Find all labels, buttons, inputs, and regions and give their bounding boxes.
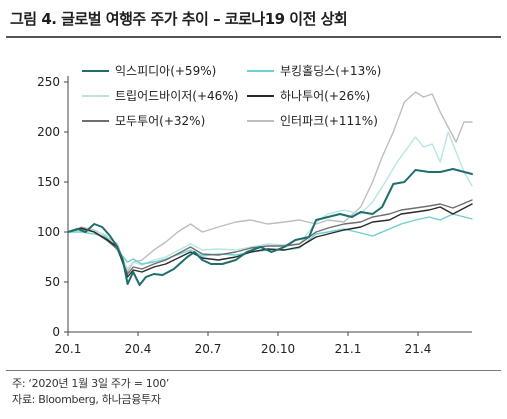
chart-area: 0 50 100 150 200 250 20.1 20.4 20.7 20.10 21.1 21.4… bbox=[0, 40, 507, 370]
y-tick-label: 200 bbox=[37, 125, 60, 139]
title-divider bbox=[6, 36, 501, 38]
y-tick-label: 250 bbox=[37, 75, 60, 89]
series-line-4 bbox=[67, 203, 473, 278]
x-tick-label: 21.1 bbox=[335, 342, 362, 356]
line-chart: 0 50 100 150 200 250 20.1 20.4 20.7 20.10 21.1 21.4… bbox=[37, 64, 473, 356]
y-tick-label: 150 bbox=[37, 175, 60, 189]
x-tick-label: 21.4 bbox=[405, 342, 432, 356]
legend: 익스피디아(+59%) 부킹홀딩스(+13%) 트립어드바이저(+46%) 하나투어(… bbox=[82, 64, 381, 128]
series-line-2 bbox=[67, 213, 473, 265]
legend-label: 인터파크(+111%) bbox=[280, 114, 378, 128]
axes: 0 50 100 150 200 250 20.1 20.4 20.7 20.10 21.1 21.4 bbox=[37, 75, 472, 356]
x-tick-label: 20.7 bbox=[195, 342, 222, 356]
legend-label: 하나투어(+26%) bbox=[280, 89, 370, 103]
x-tick-label: 20.4 bbox=[125, 342, 152, 356]
series-line-1 bbox=[67, 168, 473, 286]
legend-label: 익스피디아(+59%) bbox=[115, 64, 216, 78]
legend-label: 모두투어(+32%) bbox=[115, 114, 205, 128]
y-tick-label: 50 bbox=[45, 275, 60, 289]
x-tick-label: 20.1 bbox=[55, 342, 82, 356]
source-note: 자료: Bloomberg, 하나금융투자 bbox=[12, 393, 161, 406]
footer-divider bbox=[6, 370, 501, 371]
legend-label: 부킹홀딩스(+13%) bbox=[280, 64, 381, 78]
footnote: 주: ‘2020년 1월 3일 주가 = 100’ bbox=[12, 377, 170, 390]
legend-label: 트립어드바이저(+46%) bbox=[115, 89, 238, 103]
y-tick-label: 100 bbox=[37, 225, 60, 239]
series-lines bbox=[67, 91, 473, 286]
y-tick-label: 0 bbox=[52, 325, 60, 339]
series-line-5 bbox=[67, 199, 473, 275]
x-tick-label: 20.10 bbox=[261, 342, 295, 356]
figure-title: 그림 4. 글로벌 여행주 주가 추이 – 코로나19 이전 상회 bbox=[10, 10, 348, 28]
